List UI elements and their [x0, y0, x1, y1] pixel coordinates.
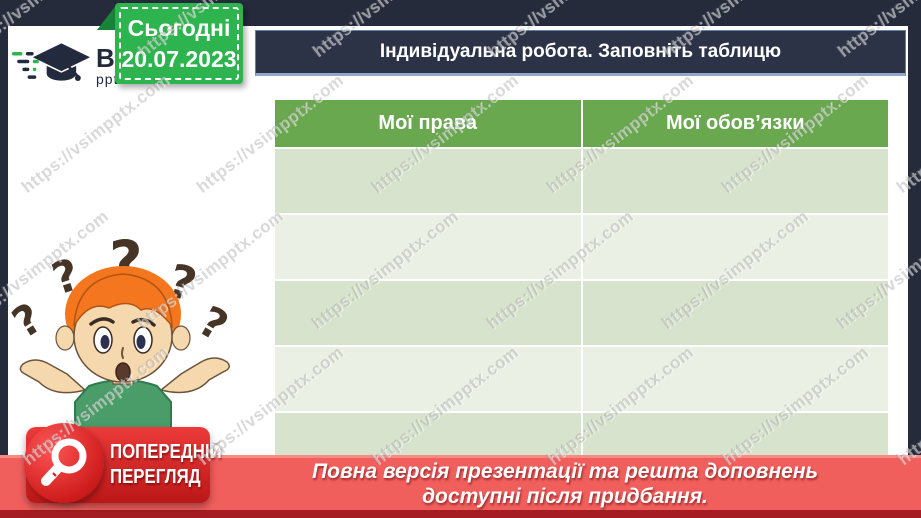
table-cell [582, 149, 888, 213]
right-arm [159, 357, 230, 394]
footer-dark-strip [0, 510, 921, 518]
left-pupil [100, 335, 110, 349]
table-row [275, 215, 888, 279]
table-cell [275, 149, 581, 213]
left-arm [19, 359, 87, 394]
preview-badge-line2: ПЕРЕГЛЯД [110, 466, 201, 488]
footer-line2: доступні після придбання. [422, 484, 708, 508]
mouth [115, 362, 131, 382]
table-cell [275, 413, 581, 455]
left-eyebrow [89, 317, 115, 326]
right-eyebrow [131, 317, 156, 327]
table-cell [275, 347, 581, 411]
table-header-duties: Мої обов’язки [582, 100, 888, 147]
table-header-rights: Мої права [275, 100, 581, 147]
rights-duties-table: Мої права Мої обов’язки [275, 100, 888, 455]
slide-title-bar: Індивідуальна робота. Заповніть таблицю [255, 30, 906, 76]
table-cell [582, 347, 888, 411]
date-badge: Сьогодні 20.07.2023 [115, 3, 243, 84]
preview-badge: ПОПЕРЕДНІЙ ПЕРЕГЛЯД [24, 423, 222, 503]
left-ear [55, 325, 75, 351]
right-frame-band [908, 26, 921, 455]
question-mark-icon: ? [191, 296, 237, 351]
preview-badge-text: ПОПЕРЕДНІЙ ПЕРЕГЛЯД [110, 440, 222, 490]
date-badge-label: Сьогодні [127, 14, 231, 41]
table-cell [582, 281, 888, 345]
right-pupil [136, 335, 146, 349]
left-frame-band [0, 26, 8, 455]
table-cell [582, 215, 888, 279]
confused-boy-illustration: ? ? ? ? ? [5, 228, 237, 460]
table-row [275, 347, 888, 411]
magnifier-circle [24, 423, 104, 503]
question-mark-icon: ? [5, 293, 51, 347]
hair-fringe [73, 273, 173, 329]
table-row [275, 149, 888, 213]
right-ear [171, 325, 191, 351]
table-cell [582, 413, 888, 455]
footer-line1: Повна версія презентації та решта доповн… [312, 459, 818, 483]
footer-purchase-note: Повна версія презентації та решта доповн… [215, 457, 915, 510]
graduation-cap-icon [12, 43, 90, 81]
preview-badge-line1: ПОПЕРЕДНІЙ [110, 441, 222, 463]
magnifier-icon [41, 438, 87, 486]
table-cell [275, 215, 581, 279]
date-badge-date: 20.07.2023 [121, 45, 237, 72]
slide-title-text: Індивідуальна робота. Заповніть таблицю [379, 41, 782, 62]
table-cell [275, 281, 581, 345]
table-header-row: Мої права Мої обов’язки [275, 100, 888, 147]
table-row [275, 413, 888, 455]
nose [121, 347, 124, 359]
table-row [275, 281, 888, 345]
